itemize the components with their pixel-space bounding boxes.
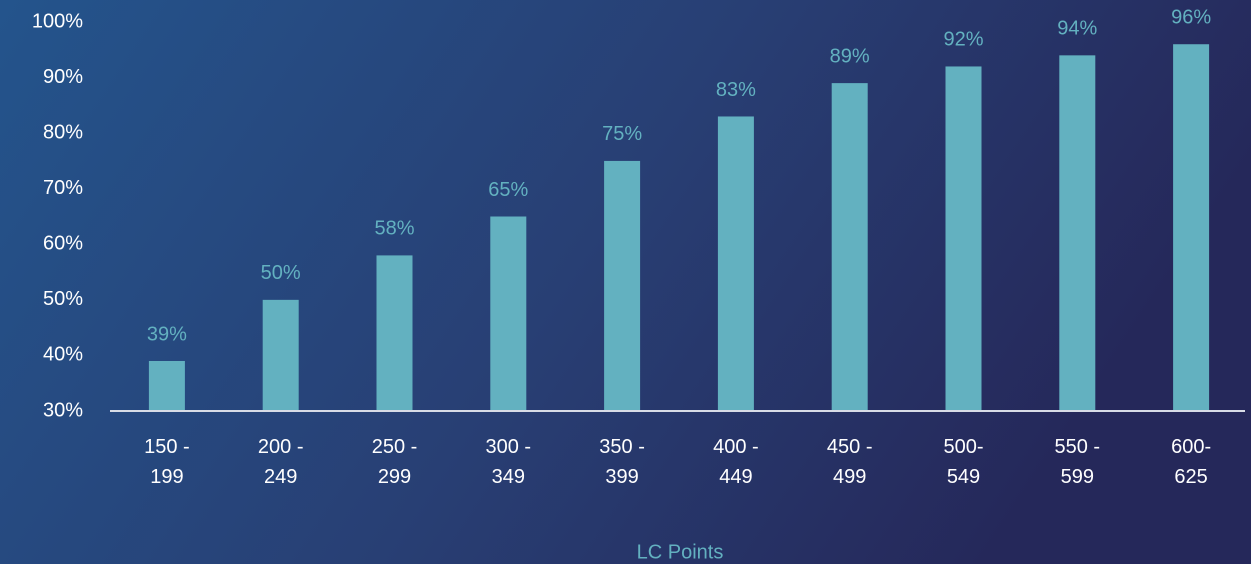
x-tick-label: 500-549 [943,436,983,488]
x-axis-title: LC Points [637,541,724,563]
bar [1059,55,1096,411]
y-tick-label: 30% [43,399,83,421]
x-tick-label: 350 -399 [599,436,645,488]
y-tick-label: 80% [43,121,83,143]
x-tick-label: 300 -349 [486,436,532,488]
bar [945,66,982,411]
x-tick-label: 150 -199 [144,436,190,488]
data-label: 83% [716,79,756,101]
y-tick-label: 40% [43,344,83,366]
data-label: 75% [602,123,642,145]
bar [148,360,185,411]
bar [717,116,754,411]
bar [490,216,527,411]
bar [1173,44,1210,411]
data-label: 39% [147,323,187,345]
data-label: 96% [1171,7,1211,29]
bar [604,160,641,411]
y-tick-label: 50% [43,288,83,310]
x-tick-label: 450 -499 [827,436,873,488]
data-label: 92% [943,29,983,51]
x-tick-label: 400 -449 [713,436,759,488]
bar [831,83,868,411]
y-tick-label: 90% [43,66,83,88]
data-label: 94% [1057,18,1097,40]
data-label: 65% [488,179,528,201]
data-label: 89% [830,45,870,67]
bar [376,255,413,411]
y-tick-label: 100% [32,10,83,32]
bar [262,299,299,411]
x-tick-label: 550 -599 [1055,436,1101,488]
data-label: 58% [374,218,414,240]
x-tick-label: 250 -299 [372,436,418,488]
y-tick-label: 60% [43,233,83,255]
y-tick-label: 70% [43,177,83,199]
data-label: 50% [261,262,301,284]
x-tick-label: 200 -249 [258,436,304,488]
x-tick-label: 600-625 [1171,436,1211,488]
